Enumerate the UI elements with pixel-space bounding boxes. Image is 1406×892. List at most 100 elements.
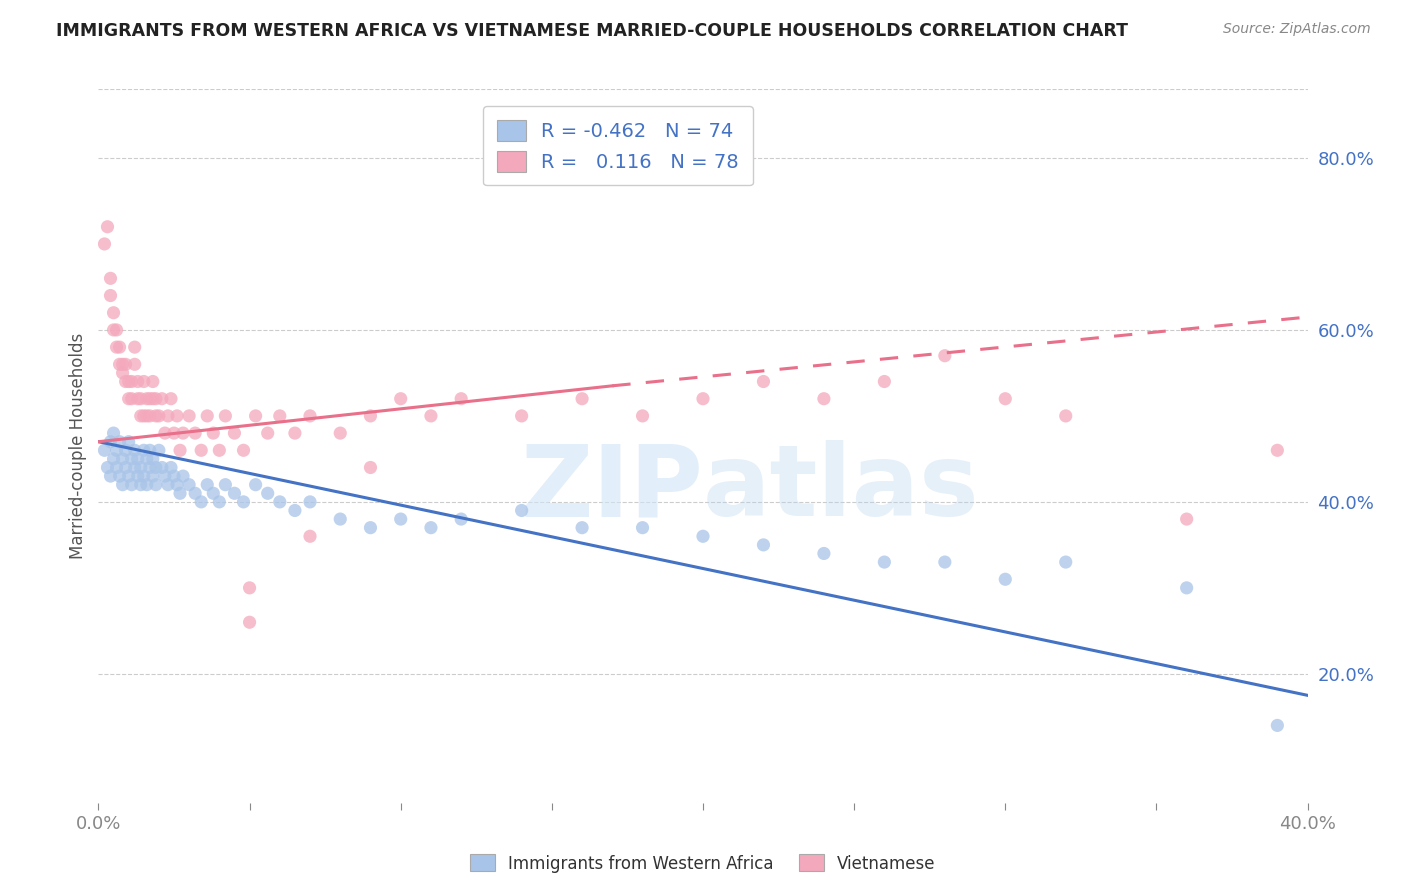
Point	[299, 529, 322, 543]
Point	[150, 392, 173, 406]
Point	[156, 409, 179, 423]
Point	[150, 460, 173, 475]
Point	[145, 392, 167, 406]
Point	[100, 469, 122, 483]
Point	[510, 503, 533, 517]
Point	[224, 426, 246, 441]
Point	[450, 392, 472, 406]
Point	[284, 426, 307, 441]
Point	[873, 555, 896, 569]
Point	[166, 409, 188, 423]
Point	[1267, 718, 1289, 732]
Point	[184, 486, 207, 500]
Point	[994, 392, 1017, 406]
Point	[179, 409, 201, 423]
Point	[1054, 409, 1077, 423]
Point	[127, 375, 149, 389]
Point	[190, 443, 212, 458]
Point	[135, 451, 157, 466]
Point	[111, 451, 134, 466]
Point	[994, 572, 1017, 586]
Point	[121, 451, 143, 466]
Point	[124, 460, 146, 475]
Point	[224, 486, 246, 500]
Point	[160, 392, 183, 406]
Point	[195, 477, 218, 491]
Point	[129, 392, 152, 406]
Point	[420, 409, 443, 423]
Point	[114, 460, 136, 475]
Point	[208, 443, 231, 458]
Point	[256, 486, 278, 500]
Text: atlas: atlas	[703, 441, 980, 537]
Point	[172, 469, 194, 483]
Point	[121, 392, 143, 406]
Point	[124, 357, 146, 371]
Point	[420, 521, 443, 535]
Point	[169, 443, 191, 458]
Point	[510, 409, 533, 423]
Point	[103, 451, 125, 466]
Point	[148, 443, 170, 458]
Point	[571, 392, 593, 406]
Point	[148, 409, 170, 423]
Point	[108, 357, 131, 371]
Point	[245, 409, 267, 423]
Point	[93, 236, 115, 251]
Point	[103, 323, 125, 337]
Point	[269, 495, 291, 509]
Point	[153, 469, 176, 483]
Point	[269, 409, 291, 423]
Point	[450, 512, 472, 526]
Point	[142, 469, 165, 483]
Point	[118, 469, 141, 483]
Point	[873, 375, 896, 389]
Point	[329, 512, 352, 526]
Point	[179, 477, 201, 491]
Point	[239, 581, 262, 595]
Point	[105, 323, 128, 337]
Point	[299, 409, 322, 423]
Point	[124, 340, 146, 354]
Point	[111, 477, 134, 491]
Point	[121, 375, 143, 389]
Point	[245, 477, 267, 491]
Point	[118, 375, 141, 389]
Point	[631, 521, 654, 535]
Point	[127, 392, 149, 406]
Point	[129, 460, 152, 475]
Point	[239, 615, 262, 630]
Point	[111, 366, 134, 380]
Point	[184, 426, 207, 441]
Point	[114, 443, 136, 458]
Point	[139, 443, 162, 458]
Point	[1267, 443, 1289, 458]
Point	[145, 477, 167, 491]
Point	[1054, 555, 1077, 569]
Point	[214, 409, 236, 423]
Point	[202, 486, 225, 500]
Point	[752, 375, 775, 389]
Point	[142, 375, 165, 389]
Point	[132, 443, 155, 458]
Point	[571, 521, 593, 535]
Point	[114, 357, 136, 371]
Point	[108, 340, 131, 354]
Legend: R = -0.462   N = 74, R =   0.116   N = 78: R = -0.462 N = 74, R = 0.116 N = 78	[484, 106, 752, 186]
Point	[163, 426, 186, 441]
Point	[118, 392, 141, 406]
Text: ZIP: ZIP	[520, 441, 703, 537]
Point	[329, 426, 352, 441]
Point	[169, 486, 191, 500]
Point	[389, 512, 412, 526]
Point	[100, 271, 122, 285]
Legend: Immigrants from Western Africa, Vietnamese: Immigrants from Western Africa, Vietname…	[464, 847, 942, 880]
Point	[145, 409, 167, 423]
Text: Source: ZipAtlas.com: Source: ZipAtlas.com	[1223, 22, 1371, 37]
Point	[96, 219, 118, 234]
Point	[111, 357, 134, 371]
Point	[114, 375, 136, 389]
Point	[232, 443, 254, 458]
Point	[214, 477, 236, 491]
Point	[934, 349, 956, 363]
